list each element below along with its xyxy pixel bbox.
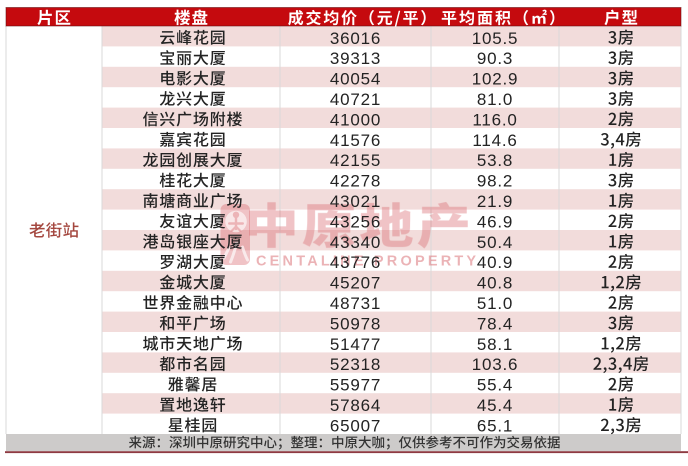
svg-text:39313: 39313 — [330, 49, 381, 68]
svg-text:46.9: 46.9 — [477, 212, 513, 231]
svg-text:105.5: 105.5 — [472, 29, 519, 48]
svg-text:43776: 43776 — [330, 253, 381, 272]
svg-text:45.4: 45.4 — [477, 396, 513, 415]
svg-text:41576: 41576 — [330, 131, 381, 150]
svg-text:42155: 42155 — [330, 151, 381, 170]
svg-text:58.1: 58.1 — [477, 335, 513, 354]
svg-text:41000: 41000 — [330, 110, 381, 129]
svg-text:40.8: 40.8 — [477, 274, 513, 293]
svg-text:81.0: 81.0 — [477, 90, 513, 109]
svg-text:102.9: 102.9 — [472, 70, 519, 89]
svg-text:43256: 43256 — [330, 212, 381, 231]
svg-text:52318: 52318 — [330, 355, 381, 374]
svg-text:21.9: 21.9 — [477, 192, 513, 211]
svg-text:51.0: 51.0 — [477, 294, 513, 313]
svg-text:50.4: 50.4 — [477, 233, 513, 252]
svg-text:90.3: 90.3 — [477, 49, 513, 68]
svg-text:42278: 42278 — [330, 172, 381, 191]
svg-text:48731: 48731 — [330, 294, 381, 313]
svg-text:43340: 43340 — [330, 233, 381, 252]
svg-text:45207: 45207 — [330, 274, 381, 293]
svg-text:CENTALINE PROPERTY: CENTALINE PROPERTY — [256, 253, 479, 269]
svg-text:43021: 43021 — [330, 192, 381, 211]
svg-text:40.9: 40.9 — [477, 253, 513, 272]
svg-text:40054: 40054 — [330, 70, 381, 89]
svg-text:78.4: 78.4 — [477, 314, 513, 333]
svg-text:55977: 55977 — [330, 376, 381, 395]
svg-text:51477: 51477 — [330, 335, 381, 354]
svg-text:55.4: 55.4 — [477, 376, 513, 395]
svg-text:50978: 50978 — [330, 314, 381, 333]
svg-text:53.8: 53.8 — [477, 151, 513, 170]
svg-text:57864: 57864 — [330, 396, 381, 415]
svg-text:116.0: 116.0 — [472, 110, 517, 129]
svg-text:98.2: 98.2 — [477, 172, 513, 191]
svg-text:114.6: 114.6 — [472, 131, 517, 150]
svg-text:36016: 36016 — [330, 29, 381, 48]
svg-text:40721: 40721 — [330, 90, 381, 109]
svg-text:65007: 65007 — [330, 416, 381, 435]
svg-text:103.6: 103.6 — [472, 355, 519, 374]
svg-text:65.1: 65.1 — [477, 416, 513, 435]
